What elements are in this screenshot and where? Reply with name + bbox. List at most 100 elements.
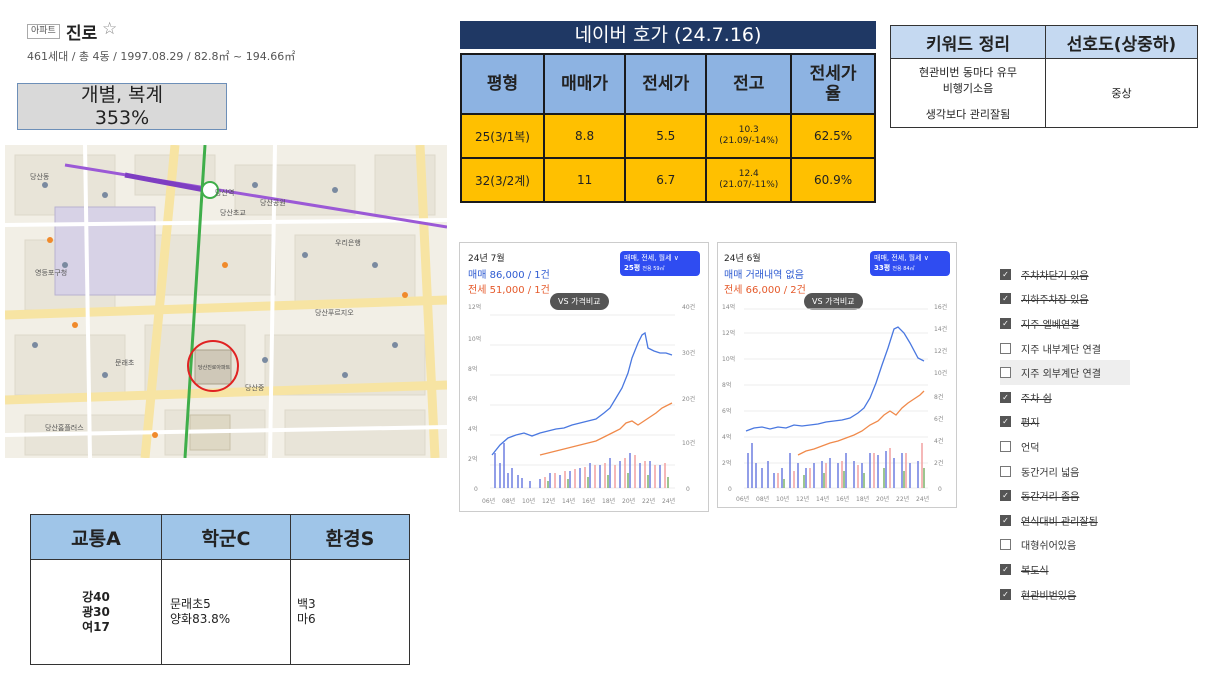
unit-type-box: 개별, 복계 353%: [17, 83, 227, 130]
map-label: 당산홈플러스: [45, 423, 84, 432]
svg-text:4건: 4건: [934, 437, 943, 445]
volume-bars: [494, 443, 669, 488]
cell-jeonse: 6.7: [624, 157, 708, 203]
map-label: 당산역: [215, 188, 234, 197]
checkbox[interactable]: [1000, 465, 1011, 477]
apartment-type-tag: 아파트: [27, 24, 60, 39]
checkbox[interactable]: ✓: [1000, 268, 1011, 280]
map-label: 우리은행: [335, 238, 361, 247]
svg-text:10년: 10년: [522, 497, 535, 505]
apartment-info: 461세대 / 총 4동 / 1997.08.29 / 82.8㎡ ~ 194.…: [27, 50, 296, 63]
traffic-values: 강40 광30 여17: [30, 559, 162, 665]
svg-text:10건: 10건: [682, 439, 695, 447]
svg-text:0: 0: [938, 486, 942, 493]
svg-text:14건: 14건: [934, 325, 947, 333]
target-apartment-label: 당산진로아파트: [198, 364, 231, 371]
volume-bars: [747, 443, 925, 488]
svg-text:2건: 2건: [934, 459, 943, 467]
svg-text:10년: 10년: [776, 495, 789, 503]
checkbox[interactable]: ✓: [1000, 293, 1011, 305]
checkbox[interactable]: ✓: [1000, 317, 1011, 329]
map-label: 당산동: [30, 172, 50, 181]
keyword-header: 키워드 정리: [890, 25, 1046, 59]
location-map[interactable]: 당산동 당산초교 당산공원 영등포구청 당산중 문래초 당산푸르지오 당산역 우…: [5, 145, 447, 458]
checklist-item[interactable]: ✓ 주차차단기 있음: [1000, 262, 1130, 287]
tse-rating-table: 교통A 학군C 환경S 강40 광30 여17 문래초5 양화83.8% 백3 마6: [30, 514, 410, 665]
svg-text:06년: 06년: [482, 497, 495, 505]
checklist-item[interactable]: ✓ 연식대비 관리잘됨: [1000, 508, 1130, 533]
svg-text:16년: 16년: [836, 495, 849, 503]
checkbox[interactable]: [1000, 440, 1011, 452]
checkbox[interactable]: ✓: [1000, 416, 1011, 428]
checkbox[interactable]: ✓: [1000, 514, 1011, 526]
cell-ratio: 62.5%: [790, 113, 876, 159]
svg-text:10건: 10건: [934, 369, 947, 377]
checklist-item[interactable]: ✓ 동간거리 좁음: [1000, 483, 1130, 508]
chart-sale-summary: 매매 86,000 / 1건: [468, 270, 550, 281]
vs-compare-button[interactable]: VS 가격비교: [804, 293, 863, 310]
checklist-item[interactable]: ✓ 현관비번있음: [1000, 582, 1130, 607]
svg-text:10억: 10억: [468, 335, 481, 343]
chart-filter-button[interactable]: 매매, 전세, 월세 ∨ 33평 전용 84㎡: [870, 251, 950, 276]
svg-text:2억: 2억: [722, 459, 731, 467]
header-environment: 환경S: [290, 514, 410, 560]
checklist-item[interactable]: ✓ 지주 엘베연결: [1000, 311, 1130, 336]
table-row: 25(3/1복) 8.8 5.5 10.3 (21.09/-14%) 62.5%: [460, 113, 876, 159]
checklist-item[interactable]: 대형쉬어있음: [1000, 533, 1130, 558]
svg-text:18년: 18년: [856, 495, 869, 503]
svg-text:20년: 20년: [876, 495, 889, 503]
price-chart-25[interactable]: 24년 7월 매매 86,000 / 1건 전세 51,000 / 1건 매매,…: [459, 242, 709, 512]
cell-high: 10.3 (21.09/-14%): [705, 113, 793, 159]
preference-rating: 중상: [1045, 58, 1198, 128]
svg-text:12년: 12년: [796, 495, 809, 503]
price-chart-33[interactable]: 24년 6월 매매 거래내역 없음 전세 66,000 / 2건 매매, 전세,…: [717, 242, 957, 508]
favorite-star-icon[interactable]: ☆: [102, 19, 118, 39]
preference-header: 선호도(상중하): [1045, 25, 1198, 59]
svg-text:22년: 22년: [896, 495, 909, 503]
checkbox[interactable]: ✓: [1000, 391, 1011, 403]
checkbox[interactable]: [1000, 539, 1011, 551]
header-sale: 매매가: [542, 53, 627, 115]
checklist-item[interactable]: ✓ 복도식: [1000, 557, 1130, 582]
checklist-item[interactable]: 언덕: [1000, 434, 1130, 459]
svg-text:08년: 08년: [502, 497, 515, 505]
svg-text:12건: 12건: [934, 347, 947, 355]
header-school: 학군C: [161, 514, 291, 560]
checklist-item[interactable]: ✓ 지하주차장 있음: [1000, 287, 1130, 312]
naver-price-table: 평형 매매가 전세가 전고 전세가 율 25(3/1복) 8.8 5.5 10.3…: [460, 53, 876, 203]
checkbox[interactable]: ✓: [1000, 563, 1011, 575]
checkbox[interactable]: ✓: [1000, 588, 1011, 600]
svg-text:4억: 4억: [468, 425, 477, 433]
chart-date: 24년 7월: [468, 254, 505, 264]
chart-sale-summary: 매매 거래내역 없음: [724, 270, 804, 281]
cell-type: 25(3/1복): [460, 113, 545, 159]
map-label: 영등포구청: [35, 268, 67, 277]
checkbox[interactable]: ✓: [1000, 490, 1011, 502]
checklist-item[interactable]: 지주 내부계단 연결: [1000, 336, 1130, 361]
price-trend-graph: 14억 12억 10억 8억 6억 4억 2억 0 16건 14건 12건 10건 8건 6건 4건 2건 0…: [722, 303, 947, 503]
checkbox[interactable]: [1000, 342, 1011, 354]
svg-text:40건: 40건: [682, 303, 695, 311]
checklist-item[interactable]: 지주 외부계단 연결: [1000, 360, 1130, 385]
checklist-item[interactable]: 동간거리 넓음: [1000, 459, 1130, 484]
chart-jeonse-summary: 전세 66,000 / 2건: [724, 285, 806, 296]
svg-text:0: 0: [686, 486, 690, 493]
cell-sale: 11: [542, 157, 627, 203]
svg-text:20건: 20건: [682, 395, 695, 403]
checklist-item[interactable]: ✓ 평지: [1000, 410, 1130, 435]
naver-price-title: 네이버 호가 (24.7.16): [460, 21, 876, 49]
svg-text:16년: 16년: [582, 497, 595, 505]
unit-type-label: 개별, 복계: [81, 84, 163, 106]
svg-text:6억: 6억: [468, 395, 477, 403]
checklist-item[interactable]: ✓ 주차 쉼: [1000, 385, 1130, 410]
vs-compare-button[interactable]: VS 가격비교: [550, 293, 609, 310]
svg-text:4억: 4억: [722, 433, 731, 441]
svg-text:24년: 24년: [662, 497, 675, 505]
environment-values: 백3 마6: [290, 559, 410, 665]
svg-text:12년: 12년: [542, 497, 555, 505]
svg-text:06년: 06년: [736, 495, 749, 503]
svg-text:18년: 18년: [602, 497, 615, 505]
checkbox[interactable]: [1000, 367, 1011, 379]
target-highlight-circle: [187, 340, 239, 392]
chart-filter-button[interactable]: 매매, 전세, 월세 ∨ 25평 전용 59㎡: [620, 251, 700, 276]
